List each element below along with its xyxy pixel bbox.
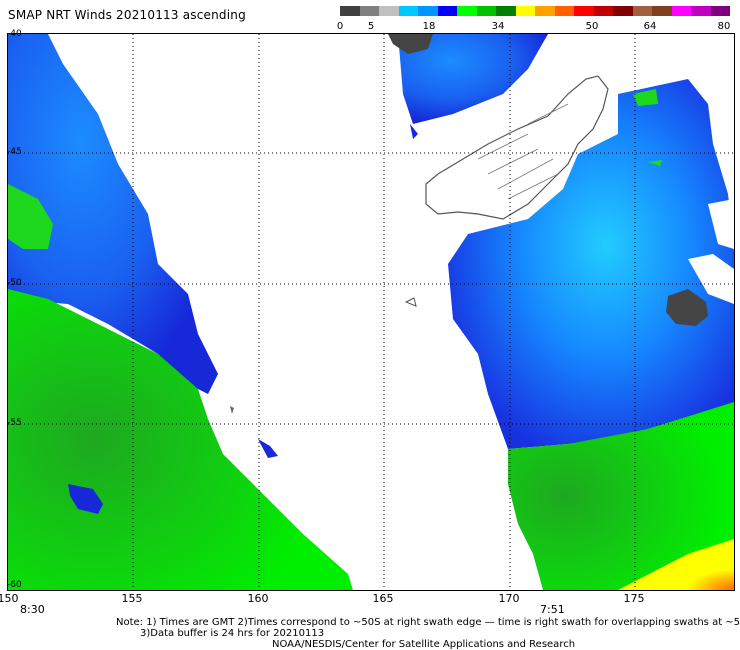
scale-swatch	[652, 6, 672, 16]
graticule	[8, 34, 734, 590]
wind-map	[7, 33, 735, 591]
dark-patch-e	[666, 289, 708, 326]
gap-e2	[688, 254, 734, 304]
wind-speed-color-scale: 0 5 18 34 50 64 80	[336, 6, 731, 34]
wind-field-svg	[8, 34, 734, 590]
note-line-1: Note: 1) Times are GMT 2)Times correspon…	[116, 617, 740, 628]
west-blue-region	[8, 34, 218, 394]
green-dot-ne	[648, 160, 662, 166]
scale-swatch	[593, 6, 613, 16]
lat-label-40: -40	[7, 29, 22, 39]
lon-label-160: 160	[247, 592, 269, 605]
scale-swatch	[418, 6, 438, 16]
east-blue-region	[448, 79, 734, 449]
island-small	[404, 297, 417, 307]
scale-swatch	[613, 6, 633, 16]
north-blue-region	[398, 34, 548, 124]
scale-swatch	[437, 6, 457, 16]
lat-label-45: -45	[7, 147, 22, 157]
scale-swatch	[457, 6, 477, 16]
scale-swatch	[359, 6, 379, 16]
scale-swatch	[496, 6, 516, 16]
note-line-2: 3)Data buffer is 24 hrs for 20210113	[140, 628, 325, 639]
scale-label-50: 50	[585, 21, 599, 32]
map-title: SMAP NRT Winds 20210113 ascending	[8, 8, 246, 22]
scale-label-34: 34	[491, 21, 505, 32]
north-dark-patch	[388, 34, 433, 54]
scale-swatch	[535, 6, 555, 16]
scale-swatch	[632, 6, 652, 16]
new-zealand-coastline	[425, 75, 609, 220]
lat-label-50: -50	[7, 278, 22, 288]
blue-patch-sw	[68, 484, 103, 514]
lon-label-165: 165	[372, 592, 394, 605]
lon-label-175: 175	[623, 592, 645, 605]
scale-swatch	[379, 6, 399, 16]
lat-label-60: -60	[7, 580, 22, 590]
lon-label-150: 150	[0, 592, 19, 605]
scale-swatch	[691, 6, 711, 16]
scale-label-80: 80	[717, 21, 731, 32]
scale-label-64: 64	[643, 21, 657, 32]
note-line-3: NOAA/NESDIS/Center for Satellite Applica…	[272, 639, 576, 650]
scale-label-5: 5	[367, 21, 375, 32]
green-patch-ne	[633, 89, 658, 106]
time-label-west: 8:30	[20, 603, 45, 616]
scale-swatch	[671, 6, 691, 16]
west-green-region	[8, 289, 353, 590]
time-label-east: 7:51	[540, 603, 565, 616]
gap-e1	[708, 199, 734, 249]
east-orange-patch	[618, 539, 734, 590]
east-green-region	[508, 402, 734, 590]
scale-label-0: 0	[336, 21, 344, 32]
lon-label-155: 155	[121, 592, 143, 605]
island-small-2	[230, 406, 234, 414]
scale-swatch	[515, 6, 535, 16]
new-zealand-inner-lines	[477, 103, 569, 200]
north-blue-tail	[410, 124, 418, 139]
lon-label-170: 170	[498, 592, 520, 605]
lat-label-55: -55	[7, 418, 22, 428]
blue-patch-small	[258, 439, 278, 458]
scale-swatch	[398, 6, 418, 16]
scale-swatch	[574, 6, 594, 16]
scale-swatch	[710, 6, 730, 16]
scale-swatch	[476, 6, 496, 16]
scale-swatch	[554, 6, 574, 16]
scale-label-18: 18	[422, 21, 436, 32]
color-scale-bar	[340, 6, 730, 16]
west-green-patch	[8, 184, 53, 249]
scale-swatch	[340, 6, 360, 16]
